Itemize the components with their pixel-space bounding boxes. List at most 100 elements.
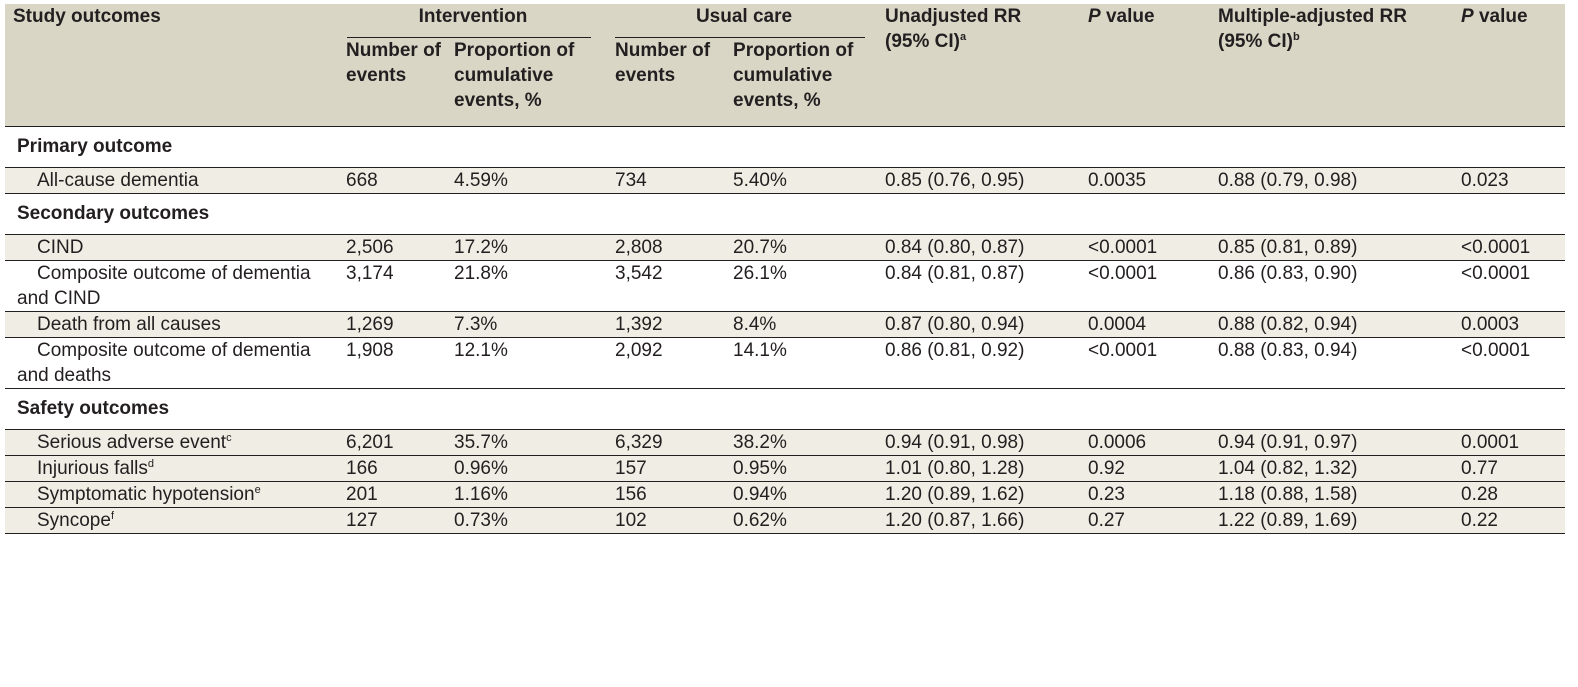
table-row: Death from all causes 1,269 7.3% 1,392 8… [5, 311, 1566, 338]
outcome-label: Composite outcome of dementia and CIND [5, 260, 339, 312]
p-value-2: 0.0001 [1447, 429, 1566, 456]
uc-number: 1,392 [607, 311, 726, 338]
uc-number: 102 [607, 507, 726, 534]
header-multiple-adjusted-rr: Multiple-adjusted RR (95% CI)b [1210, 4, 1448, 127]
footnote-mark: f [110, 510, 115, 522]
int-proportion: 0.73% [446, 507, 608, 534]
p-value-1: 0.0004 [1084, 311, 1211, 338]
header-row-top: Study outcomes Intervention Usual care U… [5, 4, 1566, 127]
header-row-bottom: Number of events Proportion of cumulativ… [5, 38, 1566, 127]
uc-proportion: 14.1% [725, 337, 882, 389]
p-value-1: <0.0001 [1084, 260, 1211, 312]
p-value-2: <0.0001 [1447, 234, 1566, 261]
table-row: Syncopef 127 0.73% 102 0.62% 1.20 (0.87,… [5, 507, 1566, 534]
p-value-1: 0.23 [1084, 481, 1211, 508]
header-intervention-group: Intervention [339, 4, 608, 38]
int-number: 166 [339, 455, 446, 482]
footnote-mark: c [226, 432, 232, 444]
usual-care-group-rule [615, 37, 866, 38]
uc-number: 3,542 [607, 260, 726, 312]
uc-proportion: 26.1% [725, 260, 882, 312]
p-value-2: 0.28 [1447, 481, 1566, 508]
adjusted-rr: 1.22 (0.89, 1.69) [1210, 507, 1448, 534]
int-proportion: 7.3% [446, 311, 608, 338]
header-uc-proportion: Proportion of cumulative events, % [725, 38, 882, 127]
uc-number: 157 [607, 455, 726, 482]
uc-number: 156 [607, 481, 726, 508]
table-row: All-cause dementia 668 4.59% 734 5.40% 0… [5, 167, 1566, 194]
outcome-label: Serious adverse eventc [5, 429, 339, 456]
outcome-label: All-cause dementia [5, 167, 339, 194]
int-number: 1,269 [339, 311, 446, 338]
p-value-2: <0.0001 [1447, 260, 1566, 312]
p-value-2: 0.023 [1447, 167, 1566, 194]
p-value-1: 0.0035 [1084, 167, 1211, 194]
table-body: Primary outcome All-cause dementia 668 4… [5, 126, 1566, 534]
unadjusted-rr: 0.84 (0.81, 0.87) [881, 260, 1085, 312]
int-number: 2,506 [339, 234, 446, 261]
uc-proportion: 38.2% [725, 429, 882, 456]
intervention-group-rule [347, 37, 592, 38]
int-proportion: 4.59% [446, 167, 608, 194]
header-uc-number-of-events: Number of events [607, 38, 726, 127]
unadjusted-rr: 0.87 (0.80, 0.94) [881, 311, 1085, 338]
section-title: Secondary outcomes [5, 193, 1566, 235]
int-proportion: 21.8% [446, 260, 608, 312]
outcome-label: Death from all causes [5, 311, 339, 338]
uc-number: 734 [607, 167, 726, 194]
p-value-1: <0.0001 [1084, 337, 1211, 389]
table-row: Composite outcome of dementia and deaths… [5, 337, 1566, 389]
header-unadjusted-rr-text: Unadjusted RR (95% CI)a [885, 6, 1022, 52]
uc-proportion: 20.7% [725, 234, 882, 261]
adjusted-rr: 0.86 (0.83, 0.90) [1210, 260, 1448, 312]
header-p-value-2: P value [1447, 4, 1566, 127]
header-multiple-adjusted-rr-text: Multiple-adjusted RR (95% CI)b [1218, 6, 1407, 52]
footnote-mark: d [147, 458, 155, 470]
int-proportion: 0.96% [446, 455, 608, 482]
uc-proportion: 0.94% [725, 481, 882, 508]
header-unadjusted-rr: Unadjusted RR (95% CI)a [881, 4, 1085, 127]
adjusted-rr: 0.88 (0.79, 0.98) [1210, 167, 1448, 194]
int-number: 3,174 [339, 260, 446, 312]
table-row: CIND 2,506 17.2% 2,808 20.7% 0.84 (0.80,… [5, 234, 1566, 261]
header-usual-care-group: Usual care [607, 4, 882, 38]
uc-number: 2,808 [607, 234, 726, 261]
p-value-2: 0.22 [1447, 507, 1566, 534]
table-row: Symptomatic hypotensione 201 1.16% 156 0… [5, 481, 1566, 508]
outcome-label: Composite outcome of dementia and deaths [5, 337, 339, 389]
uc-proportion: 5.40% [725, 167, 882, 194]
uc-proportion: 8.4% [725, 311, 882, 338]
outcome-label: CIND [5, 234, 339, 261]
unadjusted-rr: 0.86 (0.81, 0.92) [881, 337, 1085, 389]
uc-number: 2,092 [607, 337, 726, 389]
section-primary: Primary outcome [5, 126, 1566, 168]
outcome-label: Syncopef [5, 507, 339, 534]
p-value-2: 0.0003 [1447, 311, 1566, 338]
section-secondary: Secondary outcomes [5, 193, 1566, 235]
adjusted-rr: 0.94 (0.91, 0.97) [1210, 429, 1448, 456]
table-row: Composite outcome of dementia and CIND 3… [5, 260, 1566, 312]
unadjusted-rr: 1.20 (0.87, 1.66) [881, 507, 1085, 534]
uc-proportion: 0.62% [725, 507, 882, 534]
int-proportion: 17.2% [446, 234, 608, 261]
unadjusted-rr: 0.94 (0.91, 0.98) [881, 429, 1085, 456]
outcome-label: Symptomatic hypotensione [5, 481, 339, 508]
p-value-1: 0.27 [1084, 507, 1211, 534]
table-row: Injurious fallsd 166 0.96% 157 0.95% 1.0… [5, 455, 1566, 482]
section-title: Primary outcome [5, 126, 1566, 168]
unadjusted-rr: 1.20 (0.89, 1.62) [881, 481, 1085, 508]
int-number: 6,201 [339, 429, 446, 456]
int-number: 127 [339, 507, 446, 534]
footnote-mark: e [254, 484, 261, 496]
header-int-number-of-events: Number of events [339, 38, 446, 127]
adjusted-rr: 0.85 (0.81, 0.89) [1210, 234, 1448, 261]
unadjusted-rr: 1.01 (0.80, 1.28) [881, 455, 1085, 482]
p-value-1: <0.0001 [1084, 234, 1211, 261]
adjusted-rr: 0.88 (0.83, 0.94) [1210, 337, 1448, 389]
adjusted-rr: 1.04 (0.82, 1.32) [1210, 455, 1448, 482]
header-usual-care: Usual care [695, 6, 793, 27]
section-safety: Safety outcomes [5, 388, 1566, 430]
section-title: Safety outcomes [5, 388, 1566, 430]
p-value-2: <0.0001 [1447, 337, 1566, 389]
header-study-outcomes: Study outcomes [5, 4, 339, 127]
